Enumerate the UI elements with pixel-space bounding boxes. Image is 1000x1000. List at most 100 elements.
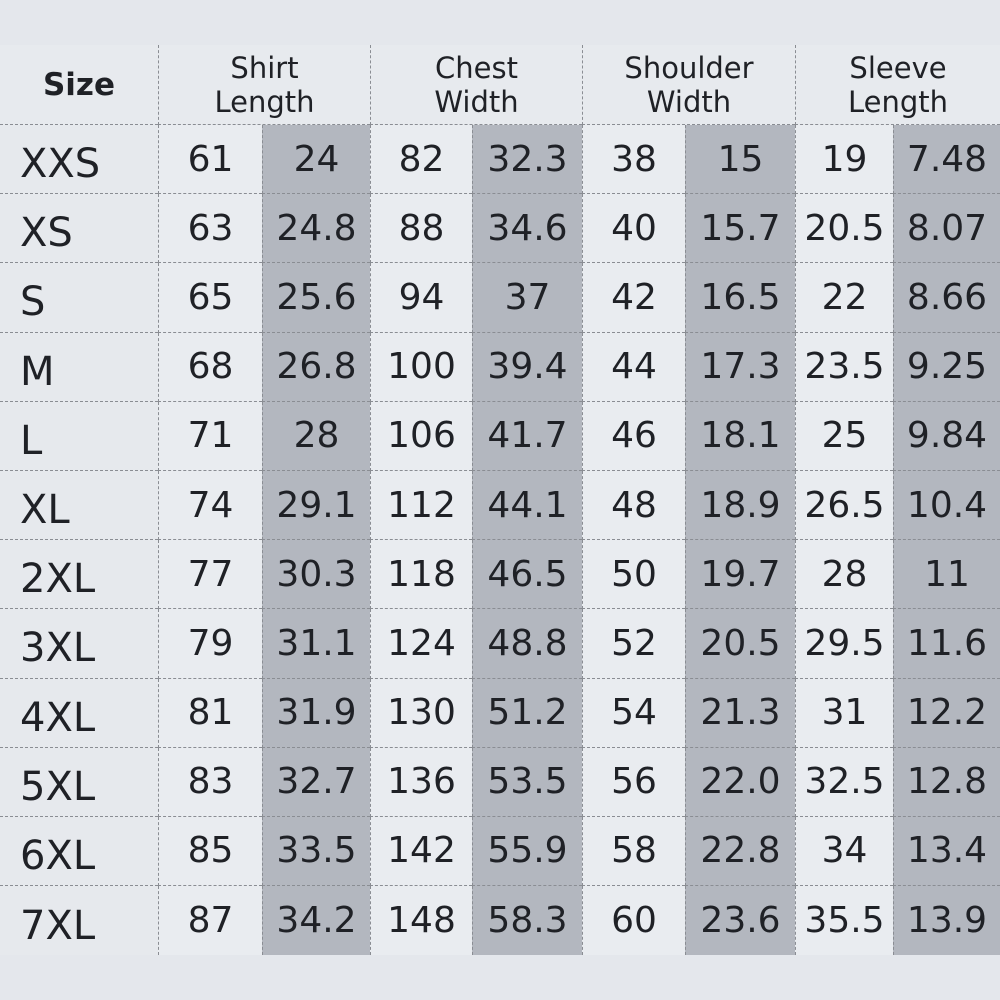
inch-value-cell: 11.6 (893, 609, 1000, 679)
inch-value-cell: 22.0 (685, 747, 795, 817)
inch-value-cell: 31.9 (262, 678, 370, 748)
cm-value-cell: 148 (370, 886, 472, 956)
inch-value-cell: 32.3 (472, 125, 582, 195)
inch-value-cell: 23.6 (685, 886, 795, 956)
inch-value-cell: 26.8 (262, 332, 370, 402)
inch-value-cell: 24.8 (262, 194, 370, 264)
header-column: Sleeve Length (795, 45, 1000, 125)
inch-value-cell: 9.84 (893, 401, 1000, 471)
cm-value-cell: 25 (795, 401, 893, 471)
inch-value-cell: 24 (262, 125, 370, 195)
cm-value-cell: 112 (370, 470, 472, 541)
cm-value-cell: 38 (582, 125, 685, 195)
cm-value-cell: 46 (582, 401, 685, 471)
cm-value-cell: 83 (158, 747, 262, 817)
inch-value-cell: 34.2 (262, 886, 370, 956)
inch-value-cell: 30.3 (262, 540, 370, 610)
inch-value-cell: 9.25 (893, 332, 1000, 402)
cm-value-cell: 26.5 (795, 470, 893, 541)
cm-value-cell: 19 (795, 125, 893, 195)
size-label: 4XL (0, 678, 158, 748)
inch-value-cell: 17.3 (685, 332, 795, 402)
inch-value-cell: 33.5 (262, 816, 370, 887)
size-label: 6XL (0, 816, 158, 887)
cm-value-cell: 68 (158, 332, 262, 402)
cm-value-cell: 54 (582, 678, 685, 748)
inch-value-cell: 13.9 (893, 886, 1000, 956)
inch-value-cell: 18.9 (685, 470, 795, 541)
inch-value-cell: 11 (893, 540, 1000, 610)
cm-value-cell: 60 (582, 886, 685, 956)
cm-value-cell: 106 (370, 401, 472, 471)
cm-value-cell: 35.5 (795, 886, 893, 956)
inch-value-cell: 39.4 (472, 332, 582, 402)
cm-value-cell: 56 (582, 747, 685, 817)
cm-value-cell: 74 (158, 470, 262, 541)
header-column: Chest Width (370, 45, 582, 125)
inch-value-cell: 7.48 (893, 125, 1000, 195)
cm-value-cell: 29.5 (795, 609, 893, 679)
cm-value-cell: 34 (795, 816, 893, 887)
inch-value-cell: 46.5 (472, 540, 582, 610)
inch-value-cell: 55.9 (472, 816, 582, 887)
inch-value-cell: 28 (262, 401, 370, 471)
size-label: M (0, 332, 158, 402)
size-label: XXS (0, 125, 158, 195)
inch-value-cell: 48.8 (472, 609, 582, 679)
size-label: XS (0, 194, 158, 264)
inch-value-cell: 8.07 (893, 194, 1000, 264)
inch-value-cell: 25.6 (262, 263, 370, 333)
inch-value-cell: 44.1 (472, 470, 582, 541)
cm-value-cell: 81 (158, 678, 262, 748)
cm-value-cell: 40 (582, 194, 685, 264)
cm-value-cell: 20.5 (795, 194, 893, 264)
inch-value-cell: 8.66 (893, 263, 1000, 333)
cm-value-cell: 65 (158, 263, 262, 333)
cm-value-cell: 124 (370, 609, 472, 679)
size-label: XL (0, 470, 158, 541)
cm-value-cell: 31 (795, 678, 893, 748)
inch-value-cell: 41.7 (472, 401, 582, 471)
cm-value-cell: 32.5 (795, 747, 893, 817)
inch-value-cell: 21.3 (685, 678, 795, 748)
cm-value-cell: 71 (158, 401, 262, 471)
cm-value-cell: 100 (370, 332, 472, 402)
inch-value-cell: 32.7 (262, 747, 370, 817)
inch-value-cell: 51.2 (472, 678, 582, 748)
inch-value-cell: 53.5 (472, 747, 582, 817)
inch-value-cell: 58.3 (472, 886, 582, 956)
inch-value-cell: 18.1 (685, 401, 795, 471)
inch-value-cell: 37 (472, 263, 582, 333)
inch-value-cell: 13.4 (893, 816, 1000, 887)
cm-value-cell: 142 (370, 816, 472, 887)
inch-value-cell: 10.4 (893, 470, 1000, 541)
cm-value-cell: 88 (370, 194, 472, 264)
inch-value-cell: 22.8 (685, 816, 795, 887)
inch-value-cell: 31.1 (262, 609, 370, 679)
inch-value-cell: 34.6 (472, 194, 582, 264)
size-label: L (0, 401, 158, 471)
cm-value-cell: 87 (158, 886, 262, 956)
cm-value-cell: 94 (370, 263, 472, 333)
cm-value-cell: 130 (370, 678, 472, 748)
header-column: Shoulder Width (582, 45, 795, 125)
cm-value-cell: 118 (370, 540, 472, 610)
cm-value-cell: 52 (582, 609, 685, 679)
inch-value-cell: 15.7 (685, 194, 795, 264)
cm-value-cell: 85 (158, 816, 262, 887)
inch-value-cell: 19.7 (685, 540, 795, 610)
inch-value-cell: 12.2 (893, 678, 1000, 748)
cm-value-cell: 136 (370, 747, 472, 817)
cm-value-cell: 22 (795, 263, 893, 333)
size-label: S (0, 263, 158, 333)
size-chart-table: Size Shirt Length Chest Width Shoulder Widt… (0, 45, 1000, 956)
inch-value-cell: 20.5 (685, 609, 795, 679)
cm-value-cell: 63 (158, 194, 262, 264)
cm-value-cell: 77 (158, 540, 262, 610)
cm-value-cell: 48 (582, 470, 685, 541)
inch-value-cell: 15 (685, 125, 795, 195)
size-label: 7XL (0, 886, 158, 956)
cm-value-cell: 79 (158, 609, 262, 679)
inch-value-cell: 16.5 (685, 263, 795, 333)
cm-value-cell: 61 (158, 125, 262, 195)
